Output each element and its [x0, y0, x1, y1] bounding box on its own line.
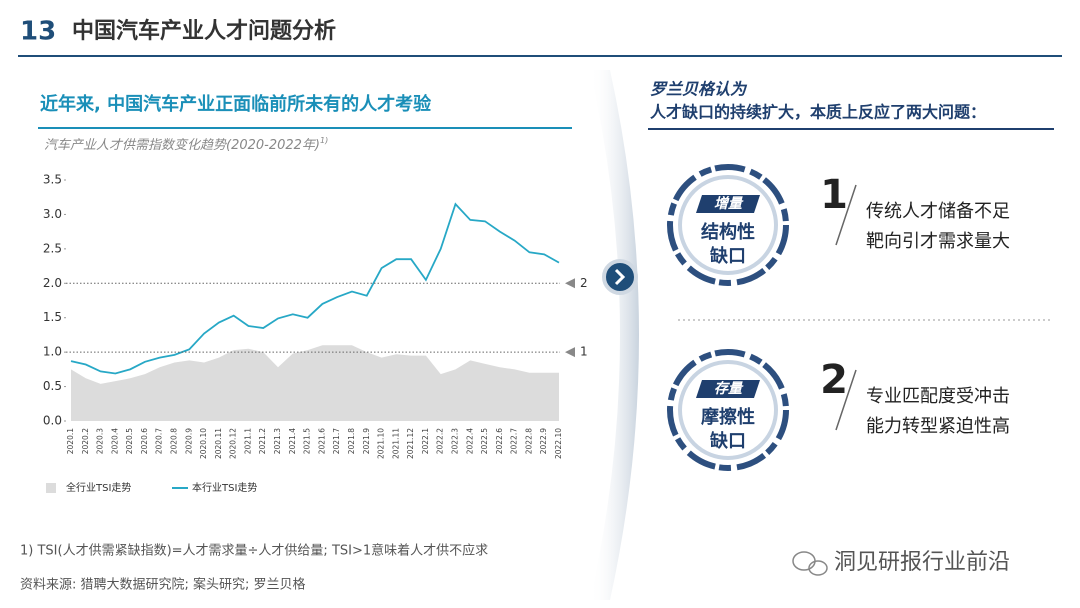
x-tick-label: 2020.1	[66, 428, 75, 454]
x-tick-label: 2022.8	[524, 428, 533, 454]
arrow-icon	[614, 268, 626, 286]
x-tick-label: 2022.3	[450, 428, 459, 454]
item-number: 1	[820, 172, 848, 218]
area	[71, 345, 559, 421]
item-description: 传统人才储备不足	[866, 201, 1010, 222]
item-ring	[667, 349, 789, 471]
x-tick-label: 2021.11	[391, 428, 400, 459]
x-tick-label: 2020.12	[229, 428, 238, 459]
chart-title-note: 1)	[320, 136, 328, 145]
item-ring	[667, 164, 789, 286]
x-tick-label: 2022.9	[539, 428, 548, 454]
x-tick-label: 2022.5	[480, 428, 489, 454]
legend-label: 全行业TSI走势	[66, 481, 131, 494]
x-tick-label: 2020.7	[155, 428, 164, 454]
item-slash	[835, 369, 857, 431]
x-tick-label: 2021.3	[273, 428, 282, 454]
x-tick-label: 2022.2	[436, 428, 445, 454]
item-label: 结构性	[701, 221, 755, 243]
y-tick-label: 1.5	[43, 310, 62, 324]
item-tag-bg	[696, 195, 760, 213]
source-note: 资料来源: 猎聘大数据研究院; 案头研究; 罗兰贝格	[20, 577, 306, 593]
y-tick-label: 2.0	[43, 276, 62, 290]
x-tick-label: 2020.10	[199, 428, 208, 459]
watermark-icon	[792, 551, 828, 576]
x-tick-label: 2021.8	[347, 428, 356, 454]
footnote: 1) TSI(人才供需紧缺指数)=人才需求量÷人才供给量; TSI>1意味着人才…	[20, 543, 488, 559]
x-tick-label: 2020.11	[214, 428, 223, 459]
right-summary: 人才缺口的持续扩大，本质上反应了两大问题：	[650, 103, 986, 122]
y-tick-label: 3.0	[43, 207, 62, 221]
reference-label: 2	[580, 276, 588, 290]
item-description: 靶向引才需求量大	[866, 231, 1010, 252]
x-tick-label: 2020.5	[125, 428, 134, 454]
arrow-button	[602, 259, 638, 295]
item-tag-bg	[696, 380, 760, 398]
x-tick-label: 2022.1	[421, 428, 430, 454]
x-tick-label: 2020.4	[110, 428, 119, 454]
x-tick-label: 2021.12	[406, 428, 415, 459]
x-tick-label: 2020.3	[96, 428, 105, 454]
x-tick-label: 2021.1	[243, 428, 252, 454]
y-tick-label: 2.5	[43, 241, 62, 255]
y-tick-label: 0.0	[43, 414, 62, 428]
item-tag: 增量	[714, 195, 744, 212]
x-tick-label: 2022.6	[495, 428, 504, 454]
left-heading: 近年来, 中国汽车产业正面临前所未有的人才考验	[40, 93, 432, 115]
x-tick-label: 2020.9	[184, 428, 193, 454]
legend-label: 本行业TSI走势	[192, 481, 257, 494]
x-tick-label: 2020.2	[81, 428, 90, 454]
x-tick-label: 2021.4	[288, 428, 297, 454]
x-tick-label: 2020.6	[140, 428, 149, 454]
item-number: 2	[820, 357, 848, 403]
item-tag: 存量	[714, 380, 744, 397]
x-tick-label: 2021.6	[317, 428, 326, 454]
x-tick-label: 2021.5	[303, 428, 312, 454]
y-tick-label: 1.0	[43, 345, 62, 359]
item-description: 专业匹配度受冲击	[866, 386, 1010, 407]
slide-number: 13	[20, 17, 56, 47]
x-tick-label: 2022.4	[465, 428, 474, 454]
reference-marker	[565, 347, 575, 358]
item-label: 摩擦性	[701, 406, 755, 428]
x-tick-label: 2020.8	[170, 428, 179, 454]
y-tick-label: 3.5	[43, 173, 62, 187]
x-tick-label: 2022.10	[554, 428, 563, 459]
item-label: 缺口	[709, 245, 746, 267]
x-tick-label: 2021.7	[332, 428, 341, 454]
x-tick-label: 2022.7	[510, 428, 519, 454]
x-tick-label: 2021.10	[377, 428, 386, 459]
item-label: 缺口	[709, 430, 746, 452]
right-intro: 罗兰贝格认为	[650, 80, 748, 99]
item-description: 能力转型紧迫性高	[866, 416, 1010, 437]
line	[70, 202, 560, 375]
chart-title-text: 汽车产业人才供需指数变化趋势(2020-2022年)	[44, 137, 320, 153]
x-tick-label: 2021.9	[362, 428, 371, 454]
item-slash	[835, 184, 857, 246]
watermark: 洞见研报行业前沿	[834, 550, 1010, 575]
y-tick-label: 0.5	[43, 379, 62, 393]
divider-arc	[590, 70, 639, 600]
reference-label: 1	[580, 345, 588, 359]
x-tick-label: 2021.2	[258, 428, 267, 454]
slide-title: 中国汽车产业人才问题分析	[72, 18, 336, 44]
chart-title: 汽车产业人才供需指数变化趋势(2020-2022年)1)	[44, 136, 328, 153]
legend-swatch	[46, 483, 56, 493]
reference-marker	[565, 278, 575, 289]
